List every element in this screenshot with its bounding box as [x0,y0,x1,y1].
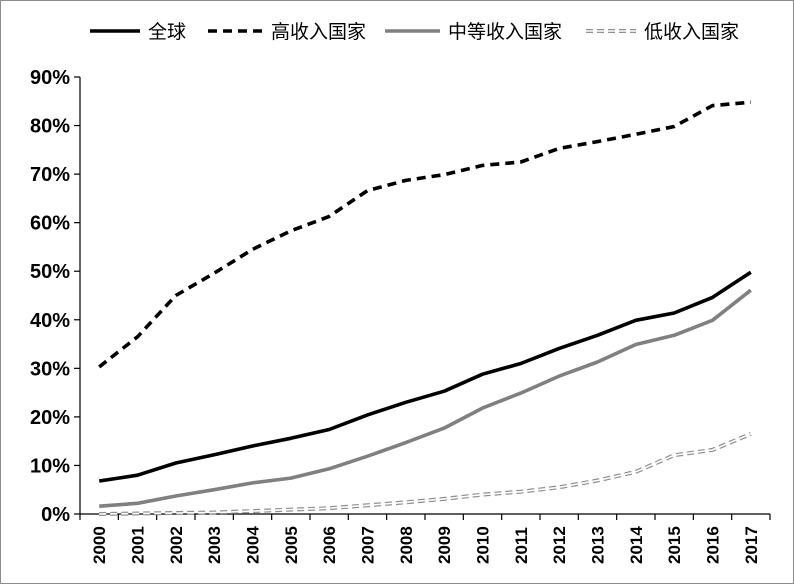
x-tick-label: 2006 [320,526,339,564]
x-tick-label: 2009 [435,526,454,564]
series-line-2 [99,288,752,508]
x-tick-label: 2015 [665,526,684,564]
x-tick-label: 2001 [129,526,148,564]
y-axis: 0% 10% 20% 30% 40% 50% 60% 70% 80% 90% [30,67,81,526]
x-tick-label: 2010 [474,526,493,564]
x-tick-label: 2012 [550,526,569,564]
y-tick-label: 0% [41,504,70,526]
legend-label-2: 中等收入国家 [448,21,562,43]
y-tick-label: 90% [30,67,70,89]
y-tick-label: 80% [30,116,70,138]
series-line-3-inner [99,433,752,515]
x-tick-label: 2014 [627,526,646,564]
series-line-1 [98,100,751,369]
x-tick-label: 2002 [167,526,186,564]
x-tick-label: 2007 [359,526,378,564]
y-tick-label: 30% [30,358,70,380]
y-tick-label: 50% [30,261,70,283]
series-line-3-outline [99,432,752,516]
x-tick-label: 2000 [90,526,109,564]
x-tick-label: 2011 [512,527,531,564]
y-tick-label: 10% [30,455,70,477]
legend: 全球 高收入国家 中等收入国家 低收入国家 [90,21,739,43]
series-line-0 [98,270,752,483]
y-tick-label: 40% [30,310,70,332]
x-tick-label: 2017 [742,526,761,564]
x-tick-label: 2004 [244,526,263,564]
x-tick-label: 2016 [704,526,723,564]
x-tick-label: 2008 [397,526,416,564]
x-tick-label: 2005 [282,526,301,564]
x-tick-label: 2003 [205,526,224,564]
y-tick-label: 60% [30,213,70,235]
y-tick-label: 20% [30,407,70,429]
legend-label-0: 全球 [148,21,186,43]
legend-label-1: 高收入国家 [271,21,366,43]
legend-label-3: 低收入国家 [644,21,739,43]
series-layer [98,100,752,516]
y-tick-label: 70% [30,164,70,186]
x-tick-label: 2013 [589,526,608,564]
x-axis: 2000 2001 2002 2003 2004 2005 2006 2007 2008 2009… [79,513,771,564]
